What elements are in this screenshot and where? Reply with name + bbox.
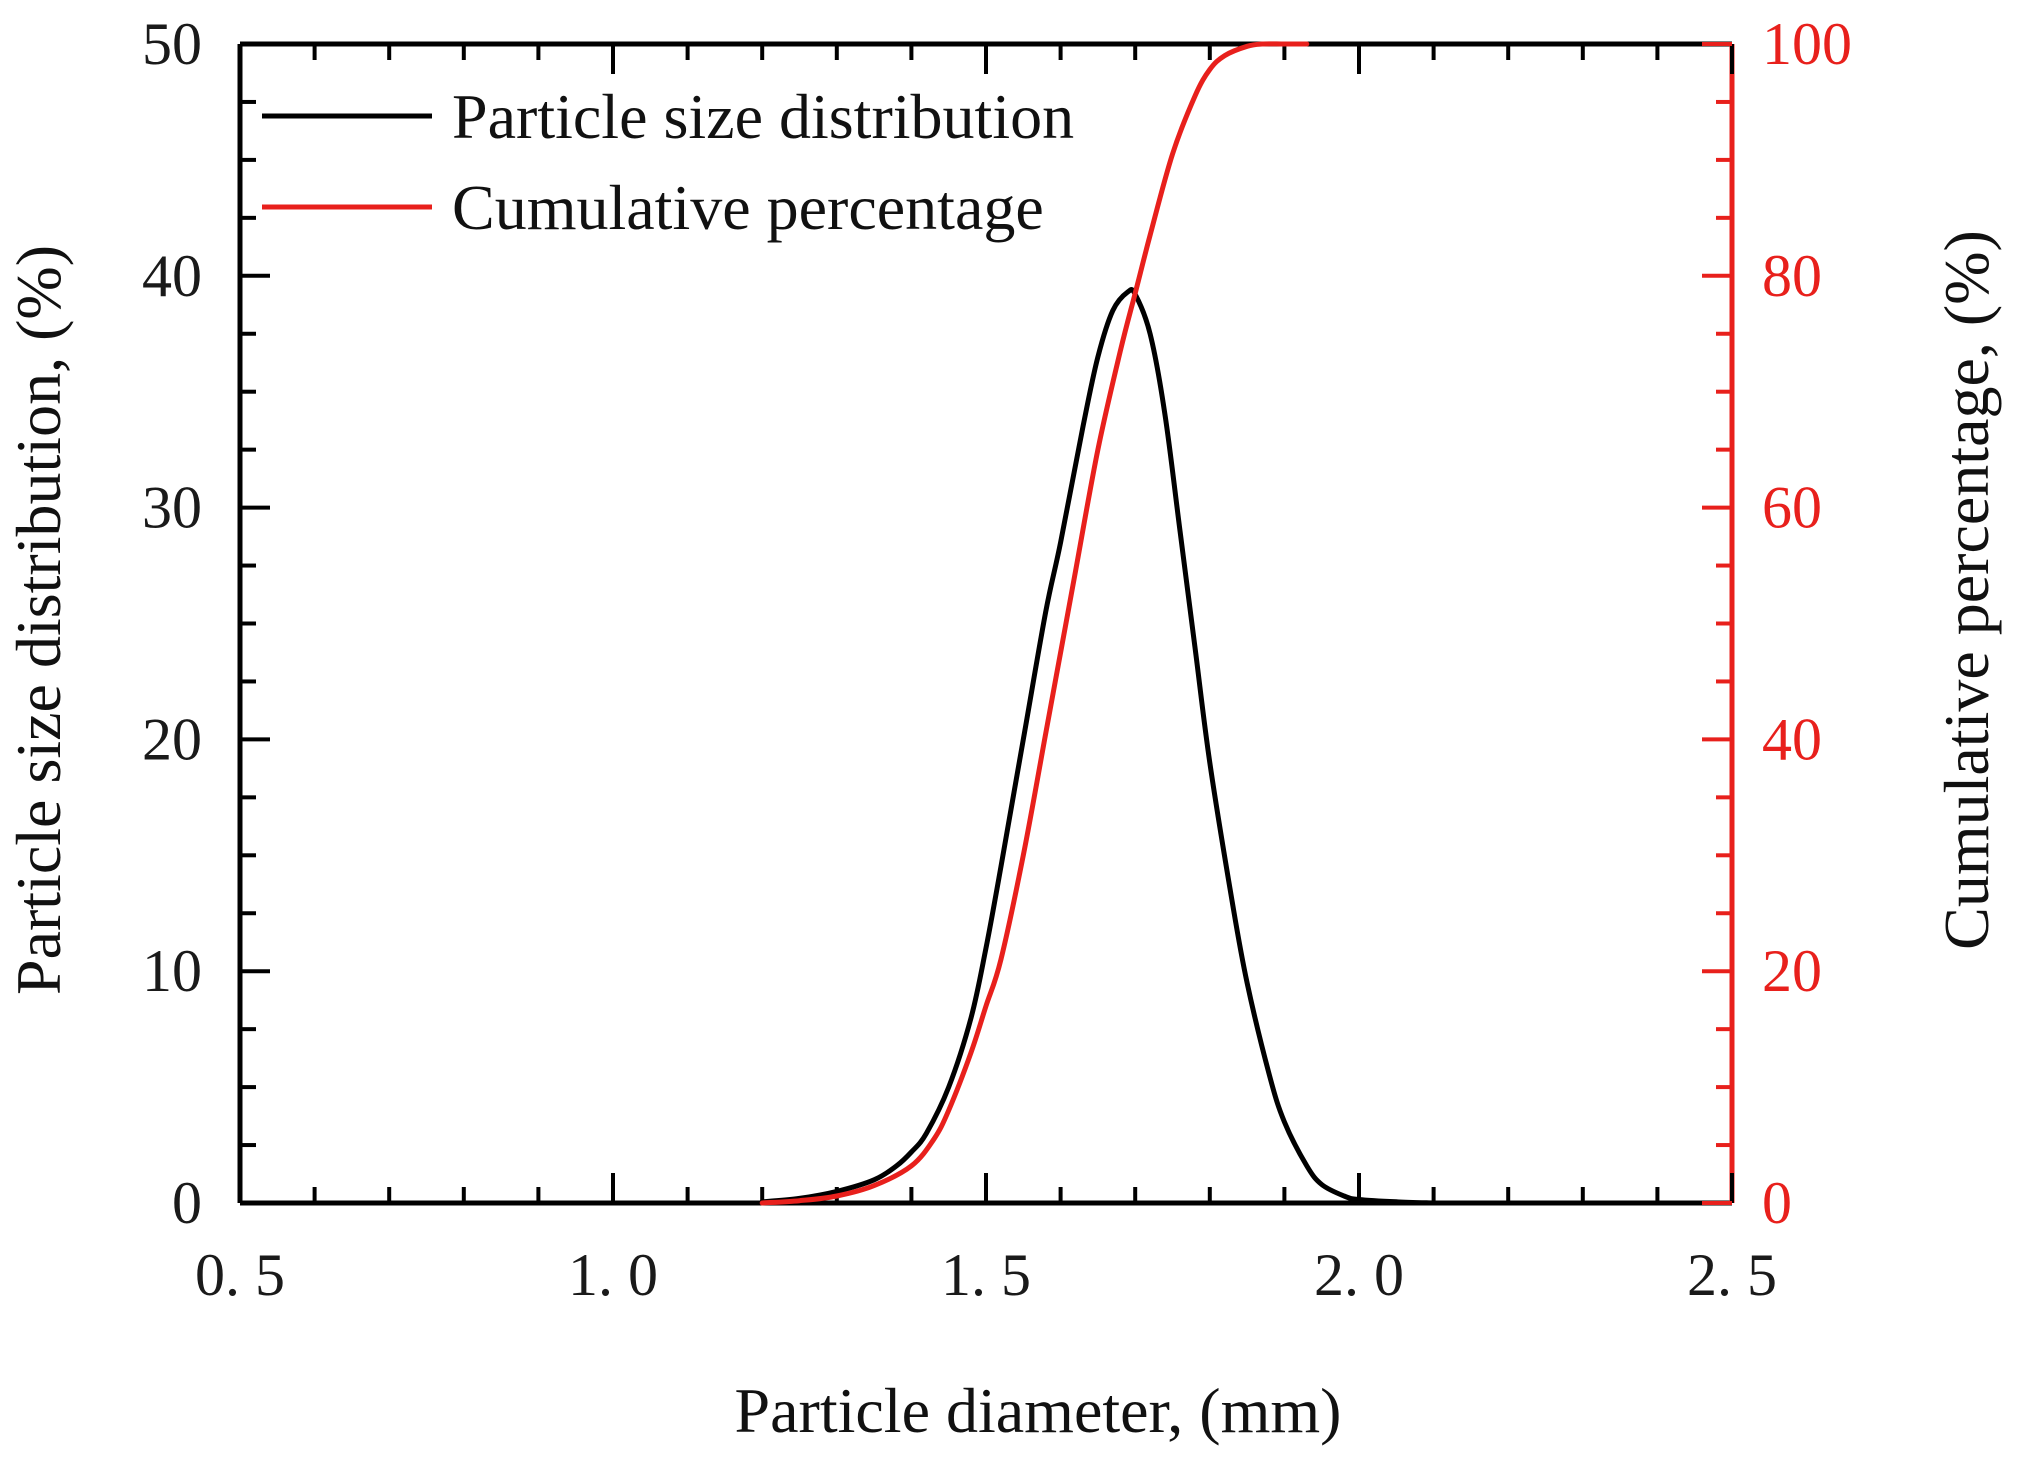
x-tick-label: 1. 5 (941, 1242, 1031, 1308)
series-layer (759, 41, 1437, 1206)
y-right-tick-label: 0 (1762, 1170, 1792, 1236)
y-axis-left-title: Particle size distribution, (%) (3, 245, 74, 995)
legend-label-distribution: Particle size distribution (452, 81, 1074, 152)
y-axis-right-title: Cumulative percentage, (%) (1931, 230, 2002, 950)
x-tick-label: 0. 5 (195, 1242, 285, 1308)
y-right-tick-label: 40 (1762, 706, 1822, 772)
x-axis-title: Particle diameter, (mm) (735, 1375, 1342, 1446)
legend: Particle size distribution Cumulative pe… (262, 81, 1074, 243)
x-tick-label: 1. 0 (568, 1242, 658, 1308)
y-axis-left: 0 10 20 30 40 50 (142, 11, 270, 1236)
y-left-tick-label: 20 (142, 706, 202, 772)
y-right-tick-label: 60 (1762, 475, 1822, 541)
series-line-cumulative (759, 41, 1310, 1206)
y-left-tick-label: 0 (172, 1170, 202, 1236)
x-tick-label: 2. 5 (1687, 1242, 1777, 1308)
y-left-tick-label: 10 (142, 938, 202, 1004)
x-tick-label: 2. 0 (1314, 1242, 1404, 1308)
y-axis-right: 0 20 40 60 80 100 (1702, 11, 1852, 1236)
y-right-tick-label: 100 (1762, 11, 1852, 77)
y-left-tick-label: 40 (142, 243, 202, 309)
legend-label-cumulative: Cumulative percentage (452, 172, 1044, 243)
y-left-tick-label: 30 (142, 475, 202, 541)
x-axis: 0. 5 1. 0 1. 5 2. 0 2. 5 (195, 44, 1777, 1308)
y-right-tick-label: 20 (1762, 938, 1822, 1004)
y-right-tick-label: 80 (1762, 243, 1822, 309)
series-line-distribution (759, 287, 1437, 1206)
y-left-tick-label: 50 (142, 11, 202, 77)
